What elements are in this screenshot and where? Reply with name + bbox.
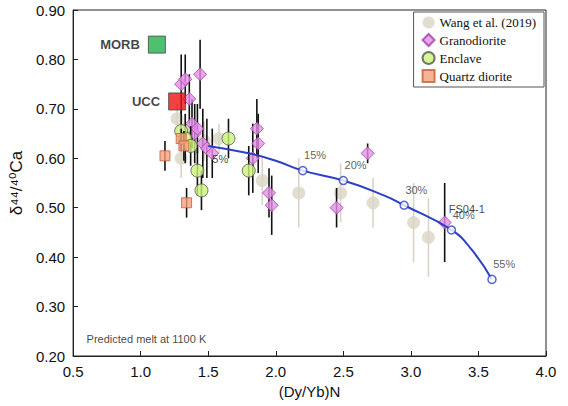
svg-text:0.60: 0.60 xyxy=(36,150,65,167)
svg-text:δ⁴⁴/⁴⁰Ca: δ⁴⁴/⁴⁰Ca xyxy=(7,150,26,215)
svg-text:0.90: 0.90 xyxy=(36,2,65,19)
svg-text:1.0: 1.0 xyxy=(130,363,151,380)
svg-text:2.0: 2.0 xyxy=(265,363,286,380)
svg-text:5%: 5% xyxy=(212,153,228,165)
svg-text:0.20: 0.20 xyxy=(36,348,65,365)
svg-text:3.0: 3.0 xyxy=(400,363,421,380)
svg-text:0.50: 0.50 xyxy=(36,199,65,216)
svg-text:2.5: 2.5 xyxy=(333,363,354,380)
svg-text:Granodiorite: Granodiorite xyxy=(440,33,507,48)
svg-text:3.5: 3.5 xyxy=(468,363,489,380)
svg-text:Quartz diorite: Quartz diorite xyxy=(440,69,513,84)
svg-text:MORB: MORB xyxy=(100,37,140,52)
svg-text:UCC: UCC xyxy=(132,94,161,109)
svg-text:0.80: 0.80 xyxy=(36,51,65,68)
svg-text:Wang et al. (2019): Wang et al. (2019) xyxy=(440,15,536,30)
svg-text:0.30: 0.30 xyxy=(36,298,65,315)
svg-text:4.0: 4.0 xyxy=(536,363,557,380)
svg-text:1.5: 1.5 xyxy=(198,363,219,380)
svg-text:30%: 30% xyxy=(405,184,427,196)
svg-text:0.70: 0.70 xyxy=(36,100,65,117)
svg-text:55%: 55% xyxy=(493,258,515,270)
svg-text:Predicted melt at 1100 K: Predicted melt at 1100 K xyxy=(87,333,207,345)
svg-text:FS04-1: FS04-1 xyxy=(449,203,485,215)
svg-text:0.5: 0.5 xyxy=(63,363,84,380)
svg-text:20%: 20% xyxy=(345,159,367,171)
svg-text:(Dy/Yb)N: (Dy/Yb)N xyxy=(279,383,341,400)
svg-text:15%: 15% xyxy=(304,149,326,161)
svg-text:Enclave: Enclave xyxy=(440,51,482,66)
svg-text:0.40: 0.40 xyxy=(36,249,65,266)
